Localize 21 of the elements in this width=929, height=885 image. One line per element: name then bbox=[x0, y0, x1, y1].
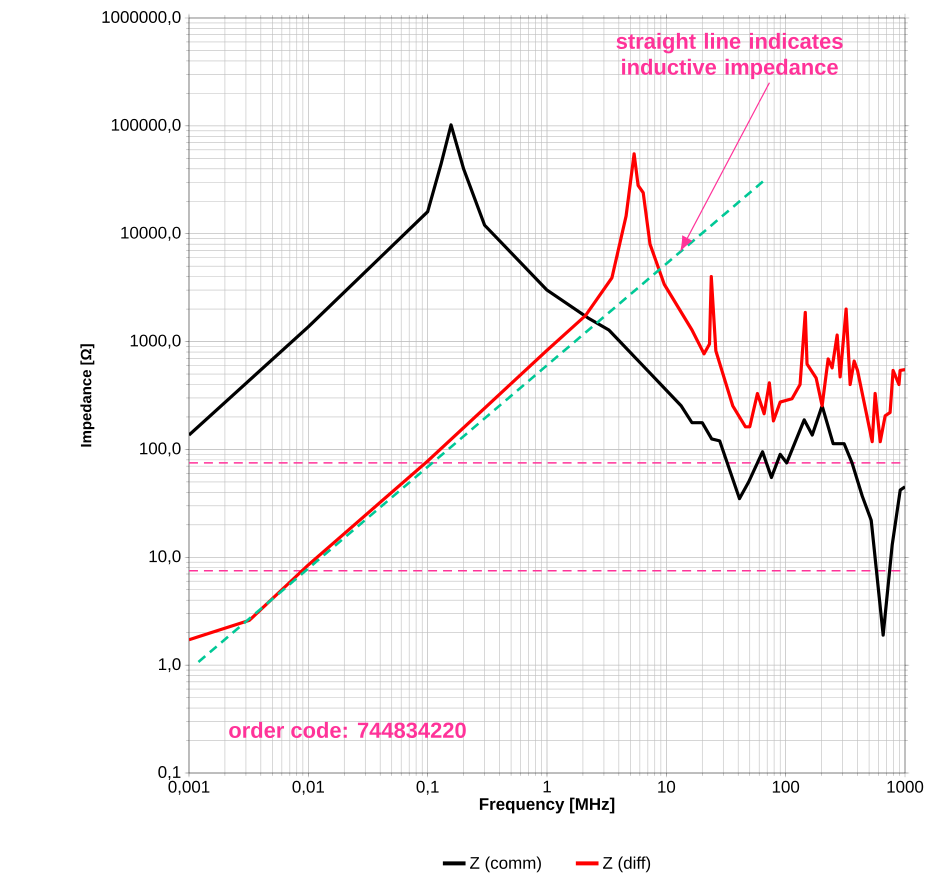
y-tick-label: 1000000,0 bbox=[102, 10, 181, 25]
y-tick-label: 100000,0 bbox=[112, 118, 181, 133]
x-tick-label: 0,01 bbox=[292, 780, 324, 795]
y-tick-label: 100,0 bbox=[140, 442, 181, 456]
y-tick-label: 0,1 bbox=[158, 766, 180, 780]
x-tick-label: 1000 bbox=[887, 780, 924, 793]
x-tick-label: 10 bbox=[658, 780, 676, 793]
x-tick-label: 1 bbox=[544, 780, 551, 792]
y-tick-label: 1000,0 bbox=[130, 334, 181, 349]
x-axis-title: Frequency [MHz] bbox=[480, 798, 614, 814]
y-tick-label: 10000,0 bbox=[121, 226, 181, 241]
x-tick-label: 0,001 bbox=[168, 780, 210, 795]
legend-label: Z (diff) bbox=[603, 856, 650, 872]
y-tick-label: 1,0 bbox=[158, 658, 181, 672]
legend-label: Z (comm) bbox=[470, 856, 541, 872]
annotation: straight line indicates inductive impedance bbox=[616, 32, 843, 80]
x-tick-label: 0,1 bbox=[416, 780, 439, 795]
annotation: order code: 744834220 bbox=[229, 722, 466, 738]
y-tick-label: 10,0 bbox=[150, 550, 181, 564]
x-tick-label: 100 bbox=[772, 780, 800, 793]
y-axis-title: Impedance [Ω] bbox=[80, 344, 94, 447]
